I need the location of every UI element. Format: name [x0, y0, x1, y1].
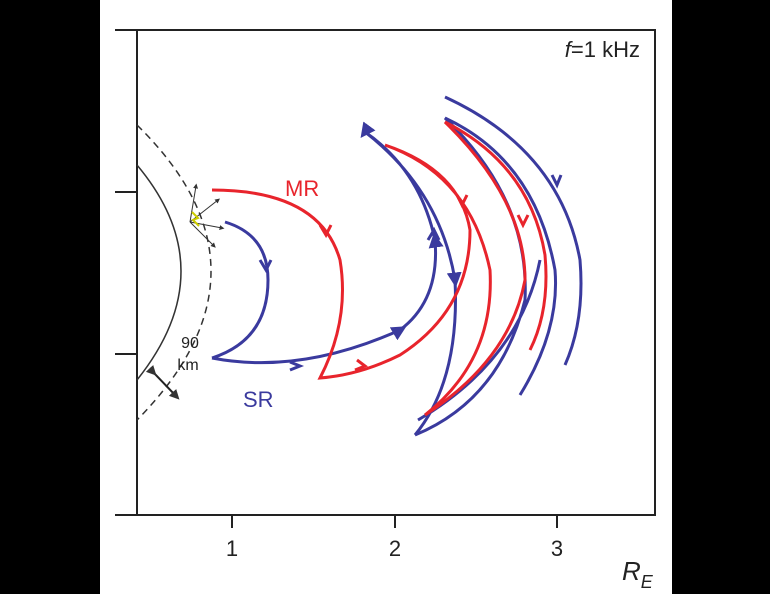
frequency-value: =1 kHz: [571, 37, 640, 62]
x-tick-label: 3: [551, 536, 563, 561]
axis-subscript: E: [641, 572, 654, 592]
x-tick-label: 2: [389, 536, 401, 561]
axis-symbol: R: [622, 556, 641, 586]
sr-label: SR: [243, 387, 274, 412]
mr-ray: [211, 120, 548, 417]
frequency-annotation: f=1 kHz: [565, 37, 640, 62]
mr-label: MR: [285, 176, 319, 201]
altitude-value: 90: [181, 335, 199, 352]
ionosphere: [136, 124, 212, 421]
earth: [136, 164, 182, 381]
altitude-arrow: [145, 364, 180, 400]
lightning: [191, 211, 200, 227]
panel: [100, 0, 672, 594]
altitude-unit: km: [177, 357, 198, 374]
frequency-symbol: f: [565, 37, 574, 62]
x-axis-label: RE: [622, 556, 654, 592]
frame: [115, 29, 656, 528]
sr-ray: [211, 95, 583, 437]
x-tick-label: 1: [226, 536, 238, 561]
